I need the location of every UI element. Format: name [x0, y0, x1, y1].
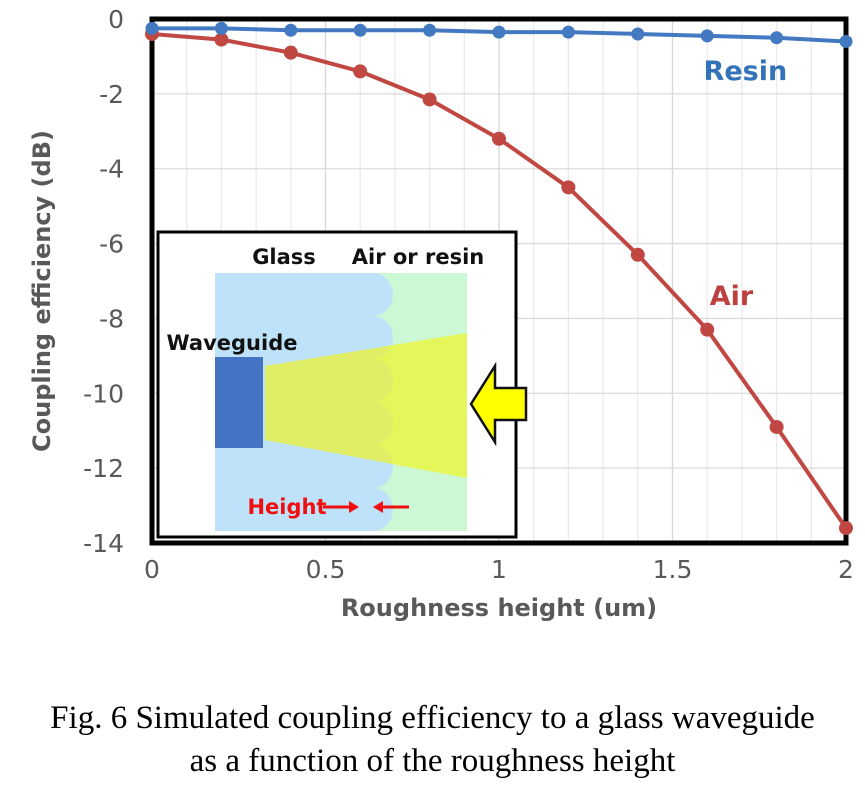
- height-label: Height: [247, 495, 326, 519]
- y-tick-label: -12: [83, 454, 124, 483]
- caption-line-1: Fig. 6 Simulated coupling efficiency to …: [50, 700, 815, 736]
- y-tick-label: -6: [99, 230, 124, 259]
- y-axis-title: Coupling efficiency (dB): [28, 130, 56, 452]
- plot-border: [149, 16, 849, 546]
- y-tick-label: -8: [99, 304, 124, 333]
- data-point-resin: [700, 29, 714, 43]
- y-tick-label: 0: [108, 5, 124, 34]
- data-point-resin: [214, 21, 228, 35]
- x-tick-label: 1: [491, 555, 507, 584]
- x-tick-label: 0.5: [306, 555, 346, 584]
- series-label-resin: Resin: [704, 56, 788, 87]
- y-tick-label: -10: [83, 379, 124, 408]
- height-arrow-right-icon: [323, 501, 359, 513]
- y-axis-tick-labels: 0 -2 -4 -6 -8 -10 -12 -14: [83, 5, 124, 558]
- series-layer: Air Resin: [145, 21, 853, 536]
- glass-label: Glass: [252, 245, 316, 269]
- y-tick-label: -14: [83, 529, 124, 558]
- height-arrow-left-icon: [373, 501, 409, 513]
- x-tick-label: 2: [838, 555, 854, 584]
- y-tick-label: -2: [99, 80, 124, 109]
- data-point-resin: [492, 25, 506, 39]
- data-point-air: [422, 92, 437, 107]
- data-point-resin: [631, 27, 645, 41]
- coupling-efficiency-chart: Glass Air or resin Waveguide Height Air R…: [28, 5, 854, 622]
- data-point-resin: [353, 23, 367, 37]
- data-point-resin: [561, 25, 575, 39]
- data-point-resin: [145, 21, 159, 35]
- data-point-resin: [423, 23, 437, 37]
- data-point-resin: [284, 23, 298, 37]
- x-axis-title: Roughness height (um): [341, 594, 657, 622]
- data-point-air: [561, 180, 576, 195]
- caption-line-2: as a function of the roughness height: [189, 743, 676, 779]
- data-point-air: [700, 322, 715, 337]
- series-label-air: Air: [710, 281, 754, 312]
- data-point-air: [492, 131, 506, 146]
- air-or-resin-label: Air or resin: [352, 245, 484, 269]
- x-tick-label: 1.5: [653, 555, 693, 584]
- x-tick-label: 0: [144, 555, 160, 584]
- x-axis-tick-labels: 0 0.5 1 1.5 2: [144, 555, 854, 584]
- data-point-air: [630, 247, 645, 262]
- light-beam: [265, 333, 467, 478]
- waveguide-rect: [215, 357, 263, 448]
- data-point-resin: [770, 31, 784, 45]
- data-point-air: [214, 32, 229, 47]
- data-point-air: [283, 45, 298, 60]
- data-point-air: [353, 64, 368, 79]
- data-point-air: [839, 521, 853, 536]
- y-tick-label: -4: [99, 155, 124, 184]
- figure-caption: Fig. 6 Simulated coupling efficiency to …: [0, 697, 865, 783]
- incoming-light-arrow-icon: [469, 361, 528, 447]
- inset-diagram: Glass Air or resin Waveguide Height: [156, 230, 528, 539]
- waveguide-label: Waveguide: [167, 331, 298, 355]
- data-point-resin: [839, 34, 853, 48]
- data-point-air: [769, 419, 784, 434]
